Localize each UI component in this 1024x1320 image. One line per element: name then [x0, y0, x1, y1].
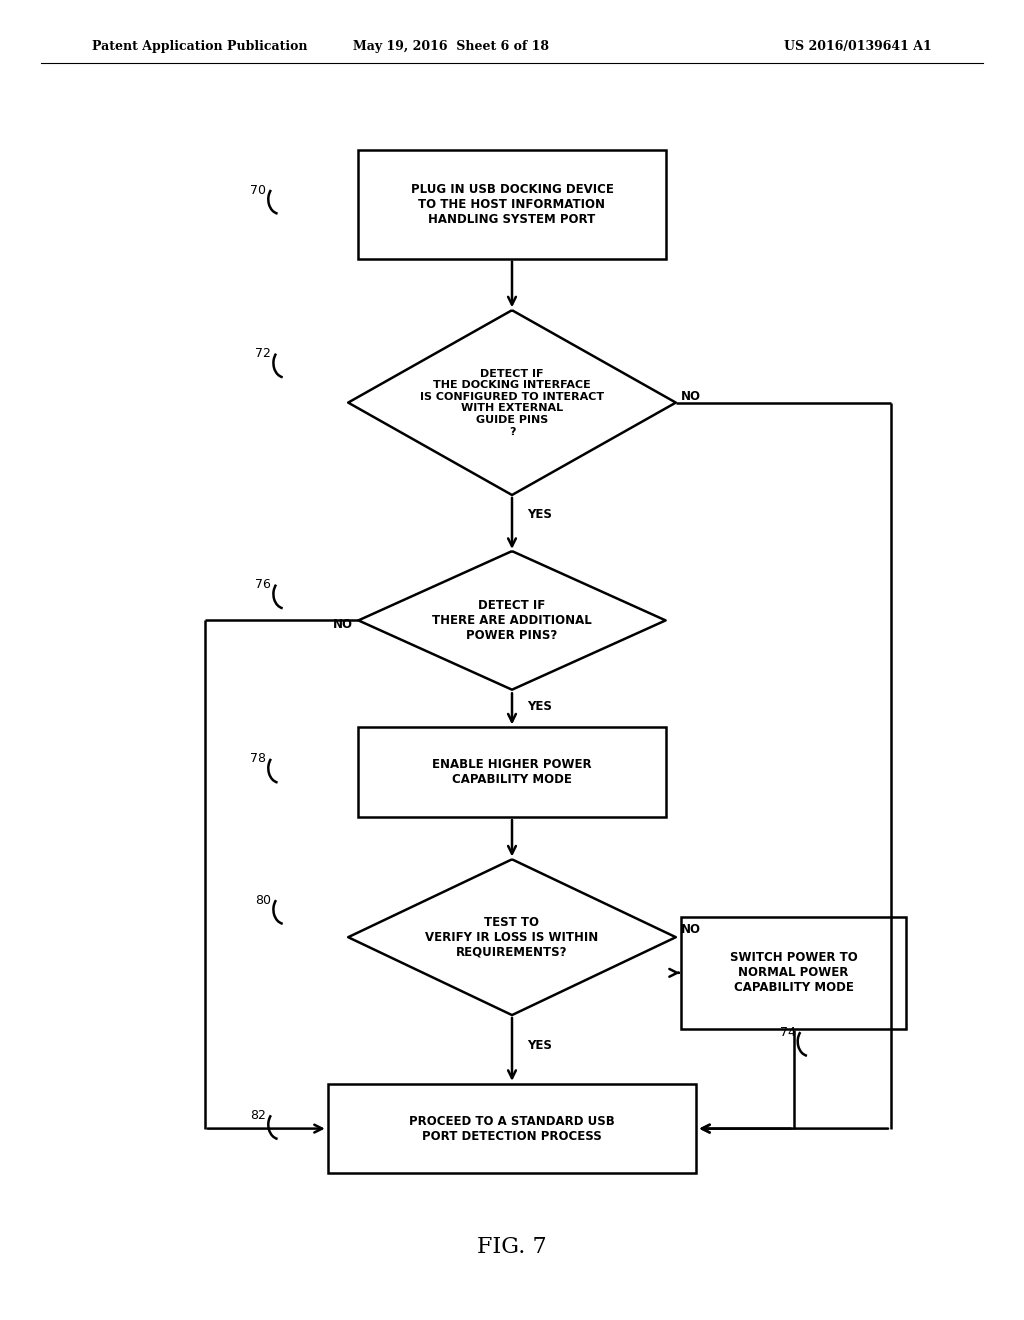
Text: NO: NO	[333, 618, 353, 631]
Polygon shape	[348, 859, 676, 1015]
Text: US 2016/0139641 A1: US 2016/0139641 A1	[784, 40, 932, 53]
Text: PROCEED TO A STANDARD USB
PORT DETECTION PROCESS: PROCEED TO A STANDARD USB PORT DETECTION…	[410, 1114, 614, 1143]
FancyBboxPatch shape	[681, 916, 906, 1030]
FancyBboxPatch shape	[358, 727, 666, 817]
Text: May 19, 2016  Sheet 6 of 18: May 19, 2016 Sheet 6 of 18	[352, 40, 549, 53]
Text: 72: 72	[255, 347, 271, 360]
Text: DETECT IF
THERE ARE ADDITIONAL
POWER PINS?: DETECT IF THERE ARE ADDITIONAL POWER PIN…	[432, 599, 592, 642]
Text: YES: YES	[527, 700, 552, 713]
Text: Patent Application Publication: Patent Application Publication	[92, 40, 307, 53]
Polygon shape	[358, 552, 666, 689]
Text: FIG. 7: FIG. 7	[477, 1237, 547, 1258]
Text: SWITCH POWER TO
NORMAL POWER
CAPABILITY MODE: SWITCH POWER TO NORMAL POWER CAPABILITY …	[730, 952, 857, 994]
Text: PLUG IN USB DOCKING DEVICE
TO THE HOST INFORMATION
HANDLING SYSTEM PORT: PLUG IN USB DOCKING DEVICE TO THE HOST I…	[411, 183, 613, 226]
Text: TEST TO
VERIFY IR LOSS IS WITHIN
REQUIREMENTS?: TEST TO VERIFY IR LOSS IS WITHIN REQUIRE…	[425, 916, 599, 958]
Text: 74: 74	[779, 1026, 796, 1039]
FancyBboxPatch shape	[328, 1084, 696, 1173]
FancyBboxPatch shape	[358, 150, 666, 259]
Polygon shape	[348, 310, 676, 495]
Text: 70: 70	[250, 183, 266, 197]
Text: NO: NO	[681, 389, 701, 403]
Text: ENABLE HIGHER POWER
CAPABILITY MODE: ENABLE HIGHER POWER CAPABILITY MODE	[432, 758, 592, 787]
Text: YES: YES	[527, 508, 552, 521]
Text: YES: YES	[527, 1039, 552, 1052]
Text: 78: 78	[250, 752, 266, 766]
Text: 80: 80	[255, 894, 271, 907]
Text: NO: NO	[681, 923, 701, 936]
Text: 82: 82	[250, 1109, 266, 1122]
Text: DETECT IF
THE DOCKING INTERFACE
IS CONFIGURED TO INTERACT
WITH EXTERNAL
GUIDE PI: DETECT IF THE DOCKING INTERFACE IS CONFI…	[420, 368, 604, 437]
Text: 76: 76	[255, 578, 271, 591]
